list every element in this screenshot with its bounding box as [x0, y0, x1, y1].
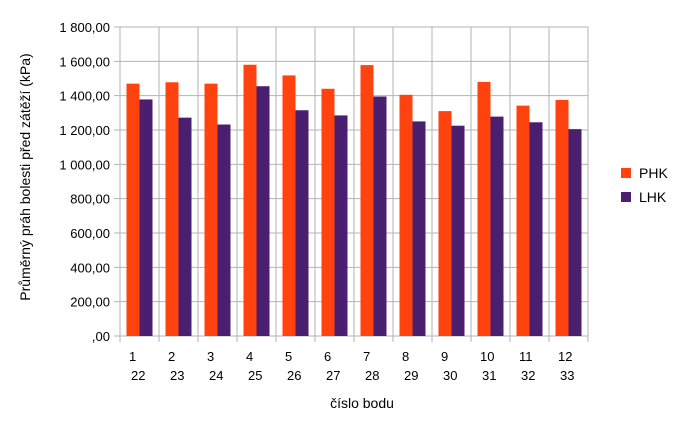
legend-label-lhk: LHK — [639, 189, 667, 205]
bar-phk-6 — [321, 88, 335, 336]
x-tick-label-bottom: 26 — [287, 368, 301, 383]
x-tick-label-bottom: 25 — [248, 368, 262, 383]
y-tick-label: 400,00 — [70, 260, 110, 275]
bar-lhk-2 — [178, 117, 192, 336]
bar-phk-5 — [282, 75, 296, 336]
bar-phk-10 — [477, 81, 491, 336]
y-tick-label: 1 800,00 — [59, 20, 110, 35]
x-tick-label-bottom: 33 — [560, 368, 574, 383]
x-tick-label-top: 11 — [519, 349, 533, 364]
x-tick-label-bottom: 31 — [482, 368, 496, 383]
x-tick-label-bottom: 22 — [131, 368, 145, 383]
x-tick-label-bottom: 27 — [326, 368, 340, 383]
x-tick-label-top: 5 — [285, 349, 292, 364]
bar-phk-8 — [399, 94, 413, 336]
x-tick-label-top: 3 — [207, 349, 214, 364]
bar-lhk-8 — [412, 121, 426, 337]
bar-phk-7 — [360, 65, 374, 337]
bars — [126, 64, 582, 337]
bar-phk-1 — [126, 83, 140, 337]
bar-phk-11 — [516, 105, 530, 336]
x-tick-label-top: 2 — [168, 349, 175, 364]
x-tick-label-top: 12 — [558, 349, 572, 364]
x-axis-title: číslo bodu — [330, 395, 394, 411]
x-tick-label-top: 4 — [246, 349, 253, 364]
bar-lhk-11 — [529, 122, 543, 337]
bar-phk-4 — [243, 64, 257, 337]
bar-lhk-3 — [217, 124, 231, 336]
x-tick-label-top: 7 — [363, 349, 370, 364]
y-tick-label: 200,00 — [70, 295, 110, 310]
bar-lhk-6 — [334, 115, 348, 337]
x-tick-label-bottom: 23 — [170, 368, 184, 383]
bar-lhk-12 — [568, 129, 582, 336]
legend-swatch-phk — [621, 168, 631, 178]
x-tick-label-bottom: 24 — [209, 368, 223, 383]
legend-swatch-lhk — [621, 192, 631, 202]
bar-phk-3 — [204, 83, 218, 337]
y-tick-label: 1 000,00 — [59, 157, 110, 172]
x-tick-label-top: 10 — [480, 349, 494, 364]
y-tick-label: 1 200,00 — [59, 123, 110, 138]
x-tick-label-bottom: 32 — [521, 368, 535, 383]
legend: PHK LHK — [621, 165, 668, 205]
x-tick-label-top: 8 — [402, 349, 409, 364]
bar-phk-9 — [438, 111, 452, 336]
bar-lhk-10 — [490, 116, 504, 336]
x-tick-label-bottom: 29 — [404, 368, 418, 383]
y-axis-title: Průměrný práh bolesti před zátěží (kPa) — [17, 53, 33, 300]
gridlines — [114, 26, 589, 342]
y-tick-label: 600,00 — [70, 226, 110, 241]
y-tick-label: 1 400,00 — [59, 89, 110, 104]
bar-lhk-1 — [139, 99, 153, 337]
bar-phk-12 — [555, 99, 569, 336]
bar-lhk-7 — [373, 96, 387, 337]
bar-lhk-9 — [451, 125, 465, 336]
bar-phk-2 — [165, 82, 179, 336]
x-tick-label-top: 1 — [129, 349, 136, 364]
y-tick-label: 1 600,00 — [59, 54, 110, 69]
y-tick-label: 800,00 — [70, 192, 110, 207]
y-tick-label: ,00 — [92, 329, 110, 344]
y-axis-ticks: ,00 200,00 400,00 600,00 800,00 1 000,00 1 200… — [59, 20, 110, 344]
legend-label-phk: PHK — [639, 165, 668, 181]
x-tick-label-bottom: 30 — [443, 368, 457, 383]
x-tick-label-bottom: 28 — [365, 368, 379, 383]
x-tick-label-top: 9 — [441, 349, 448, 364]
bar-lhk-4 — [256, 86, 270, 336]
x-tick-label-top: 6 — [324, 349, 331, 364]
bar-lhk-5 — [295, 110, 309, 336]
